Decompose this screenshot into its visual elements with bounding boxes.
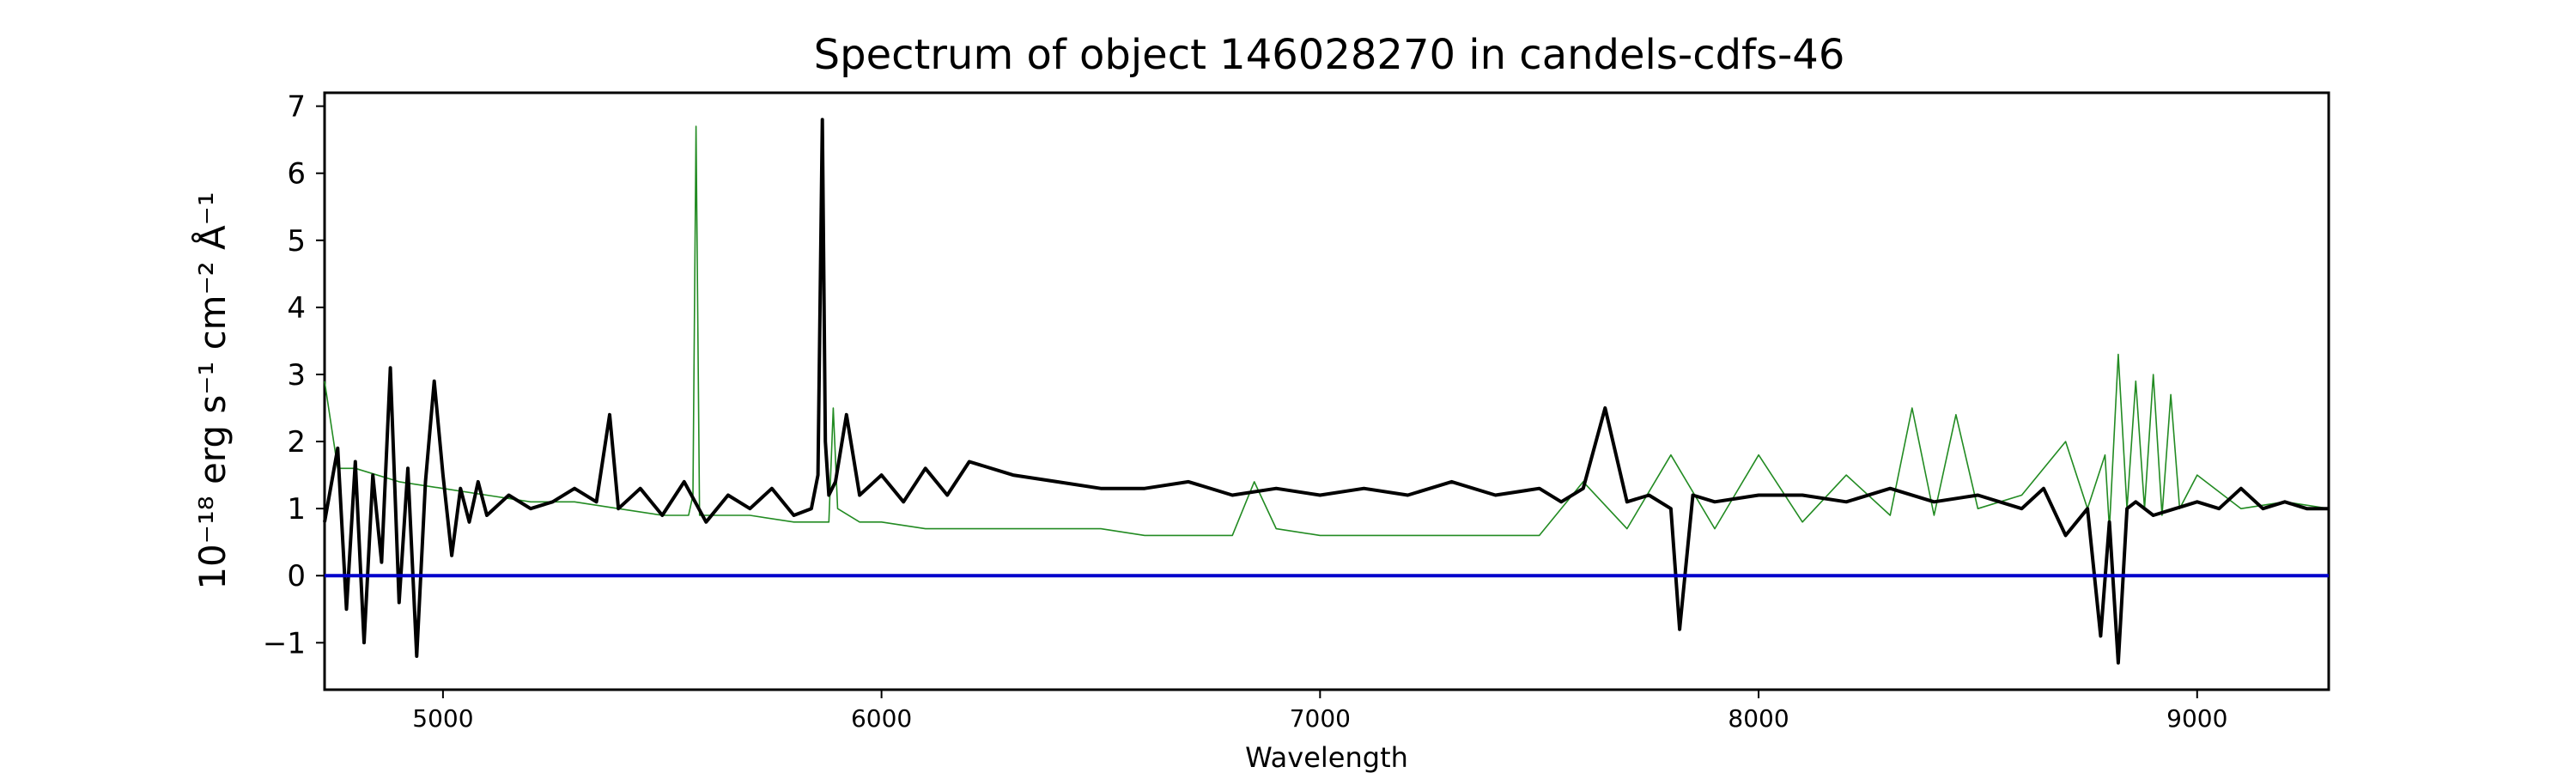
- y-tick-label: −1: [263, 626, 306, 660]
- y-tick-label: 0: [287, 559, 306, 593]
- y-tick-label: 3: [287, 358, 306, 393]
- y-tick-label: 6: [287, 157, 306, 192]
- spectrum-series-line: [323, 118, 2329, 665]
- plot-frame: [323, 91, 2330, 691]
- x-tick-label: 8000: [1728, 704, 1789, 733]
- y-tick-label: 1: [287, 492, 306, 526]
- x-axis-label: Wavelength: [1245, 741, 1408, 773]
- y-tick-label: 2: [287, 425, 306, 460]
- y-tick-label: 5: [287, 224, 306, 259]
- y-tick-label: 4: [287, 291, 306, 326]
- x-tick-label: 7000: [1290, 704, 1351, 733]
- x-tick-label: 9000: [2166, 704, 2227, 733]
- x-axis: 5000 6000 7000 8000 9000: [412, 690, 2227, 733]
- x-tick-label: 5000: [412, 704, 473, 733]
- plot-area: [323, 91, 2330, 691]
- y-tick-label: 7: [287, 90, 306, 125]
- x-tick-label: 6000: [851, 704, 912, 733]
- y-axis: −1 0 1 2 3 4 5 6 7: [263, 90, 325, 660]
- series-layer: [323, 118, 2330, 665]
- y-axis-label: 10⁻¹⁸ erg s⁻¹ cm⁻² Å⁻¹: [191, 192, 234, 589]
- chart-title: Spectrum of object 146028270 in candels-…: [814, 31, 1845, 79]
